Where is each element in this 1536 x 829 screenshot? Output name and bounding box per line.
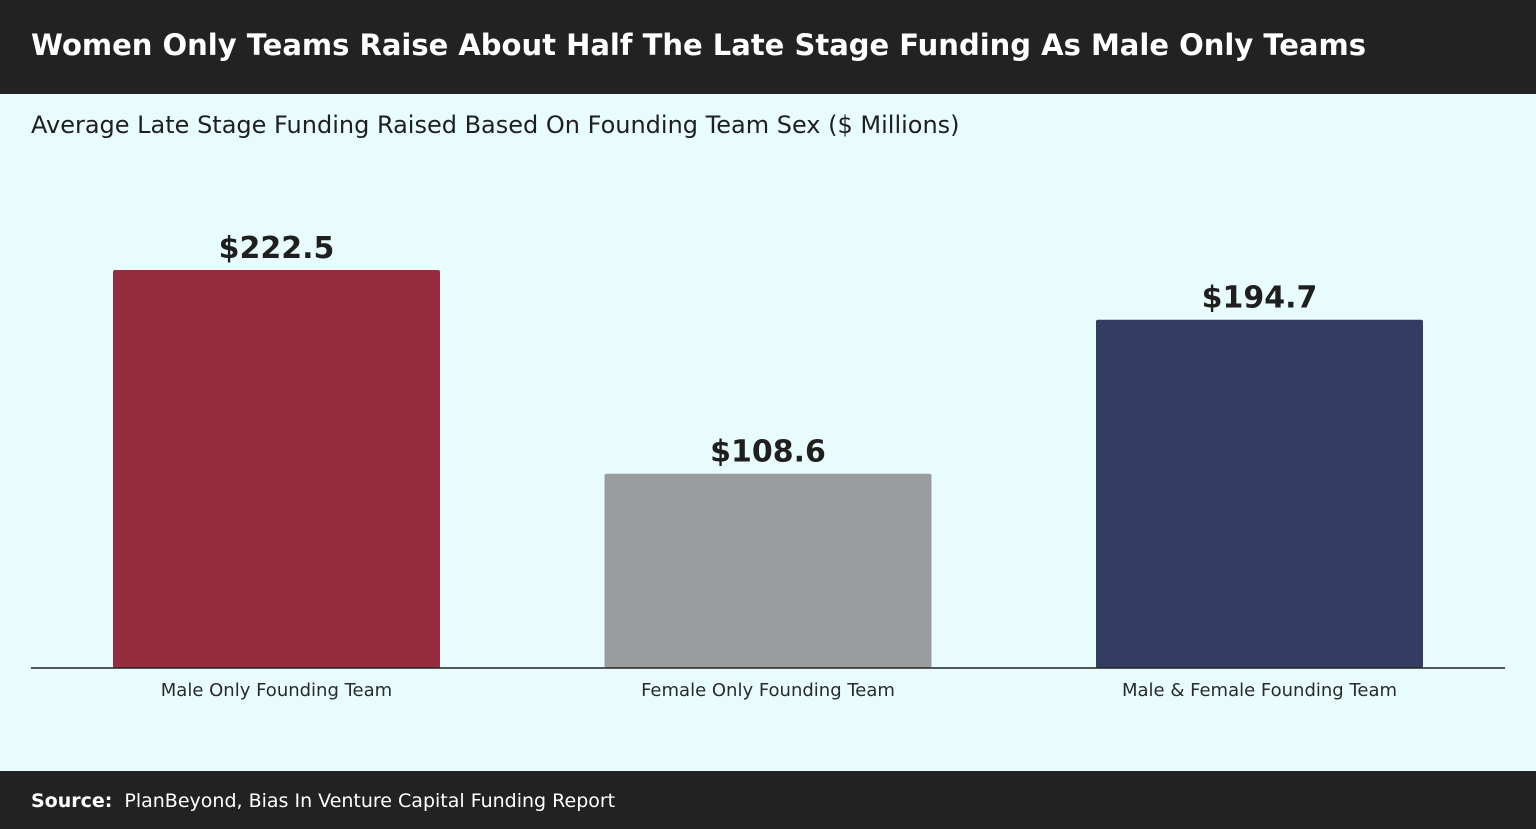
- bar-2: [604, 473, 932, 668]
- title-banner: Women Only Teams Raise About Half The La…: [0, 0, 1536, 94]
- chart-subtitle: Average Late Stage Funding Raised Based …: [31, 111, 960, 139]
- source-footer: Source: PlanBeyond, Bias In Venture Capit…: [0, 771, 1536, 829]
- bar-chart: $222.5 Male Only Founding Team $108.6 Femal…: [31, 231, 1505, 701]
- source-text: PlanBeyond, Bias In Venture Capital Fund…: [124, 790, 616, 812]
- value-label: $222.5: [219, 231, 335, 266]
- category-label: Male & Female Founding Team: [1122, 680, 1397, 701]
- chart-title: Women Only Teams Raise About Half The La…: [31, 28, 1366, 62]
- category-label: Male Only Founding Team: [161, 680, 392, 701]
- source-label: Source:: [31, 790, 113, 812]
- bar-1: [113, 270, 440, 668]
- source-line: Source: PlanBeyond, Bias In Venture Capit…: [31, 788, 615, 814]
- bar-3: [1096, 319, 1423, 668]
- category-label: Female Only Founding Team: [641, 680, 895, 701]
- value-label: $108.6: [710, 435, 826, 470]
- value-label: $194.7: [1202, 281, 1318, 316]
